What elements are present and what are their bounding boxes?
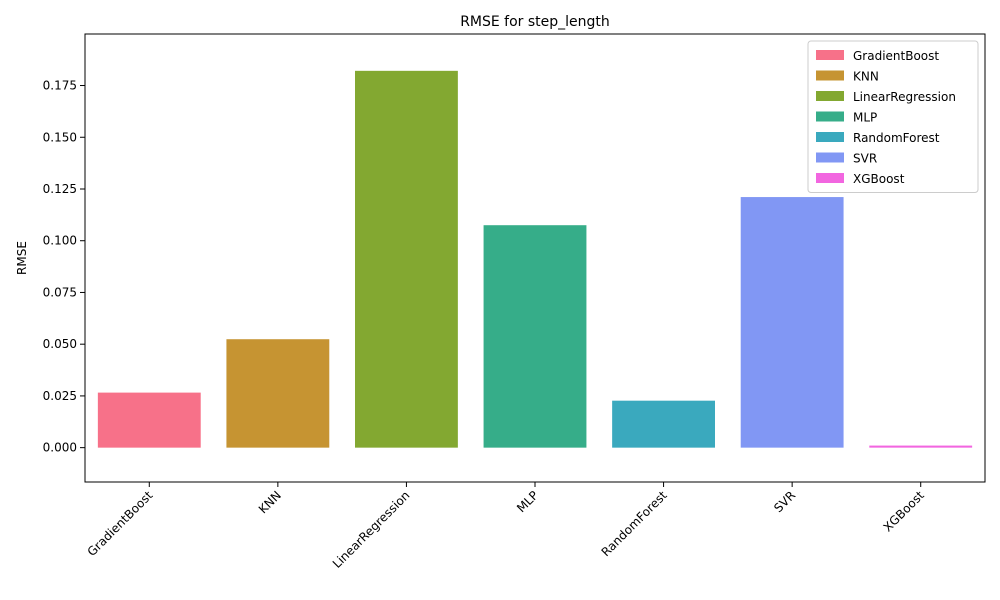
bar-randomforest <box>612 400 715 448</box>
y-tick-label: 0.150 <box>43 130 77 144</box>
legend-swatch <box>816 70 844 81</box>
bar-mlp <box>483 225 587 448</box>
legend-label: GradientBoost <box>853 49 939 63</box>
legend-label: RandomForest <box>853 131 940 145</box>
bar-xgboost <box>869 445 973 448</box>
y-tick-label: 0.050 <box>43 337 77 351</box>
legend-box <box>807 40 979 193</box>
legend-label: MLP <box>853 111 877 125</box>
legend-swatch <box>816 132 844 142</box>
legend-swatch <box>816 111 844 122</box>
y-axis: 0.000 0.025 0.050 0.075 0.100 0.125 0.150 0.175 <box>43 79 85 455</box>
legend-swatch <box>816 173 844 183</box>
legend-label: SVR <box>853 152 877 166</box>
y-tick-label: 0.100 <box>43 234 77 248</box>
plot-frame <box>84 33 986 483</box>
y-axis-title: RMSE <box>15 241 29 275</box>
legend-swatch <box>816 152 844 163</box>
y-tick-label: 0.000 <box>43 441 77 455</box>
legend: GradientBoost KNN LinearRegression MLP Rando… <box>807 40 979 193</box>
legend-swatch <box>816 91 844 101</box>
bar-svr <box>740 197 844 448</box>
bar-gradientboost <box>97 392 201 448</box>
y-tick-label: 0.125 <box>43 182 77 196</box>
legend-label: LinearRegression <box>853 90 956 104</box>
chart-title: RMSE for step_length <box>460 14 610 30</box>
y-tick-label: 0.075 <box>43 285 77 299</box>
bar-linearregression <box>355 70 458 448</box>
y-tick-label: 0.175 <box>43 79 77 93</box>
bars-group <box>97 70 973 448</box>
legend-label: KNN <box>853 70 879 84</box>
y-tick-label: 0.025 <box>43 389 77 403</box>
legend-swatch <box>816 50 844 60</box>
bar-knn <box>226 339 330 448</box>
legend-label: XGBoost <box>853 172 905 186</box>
